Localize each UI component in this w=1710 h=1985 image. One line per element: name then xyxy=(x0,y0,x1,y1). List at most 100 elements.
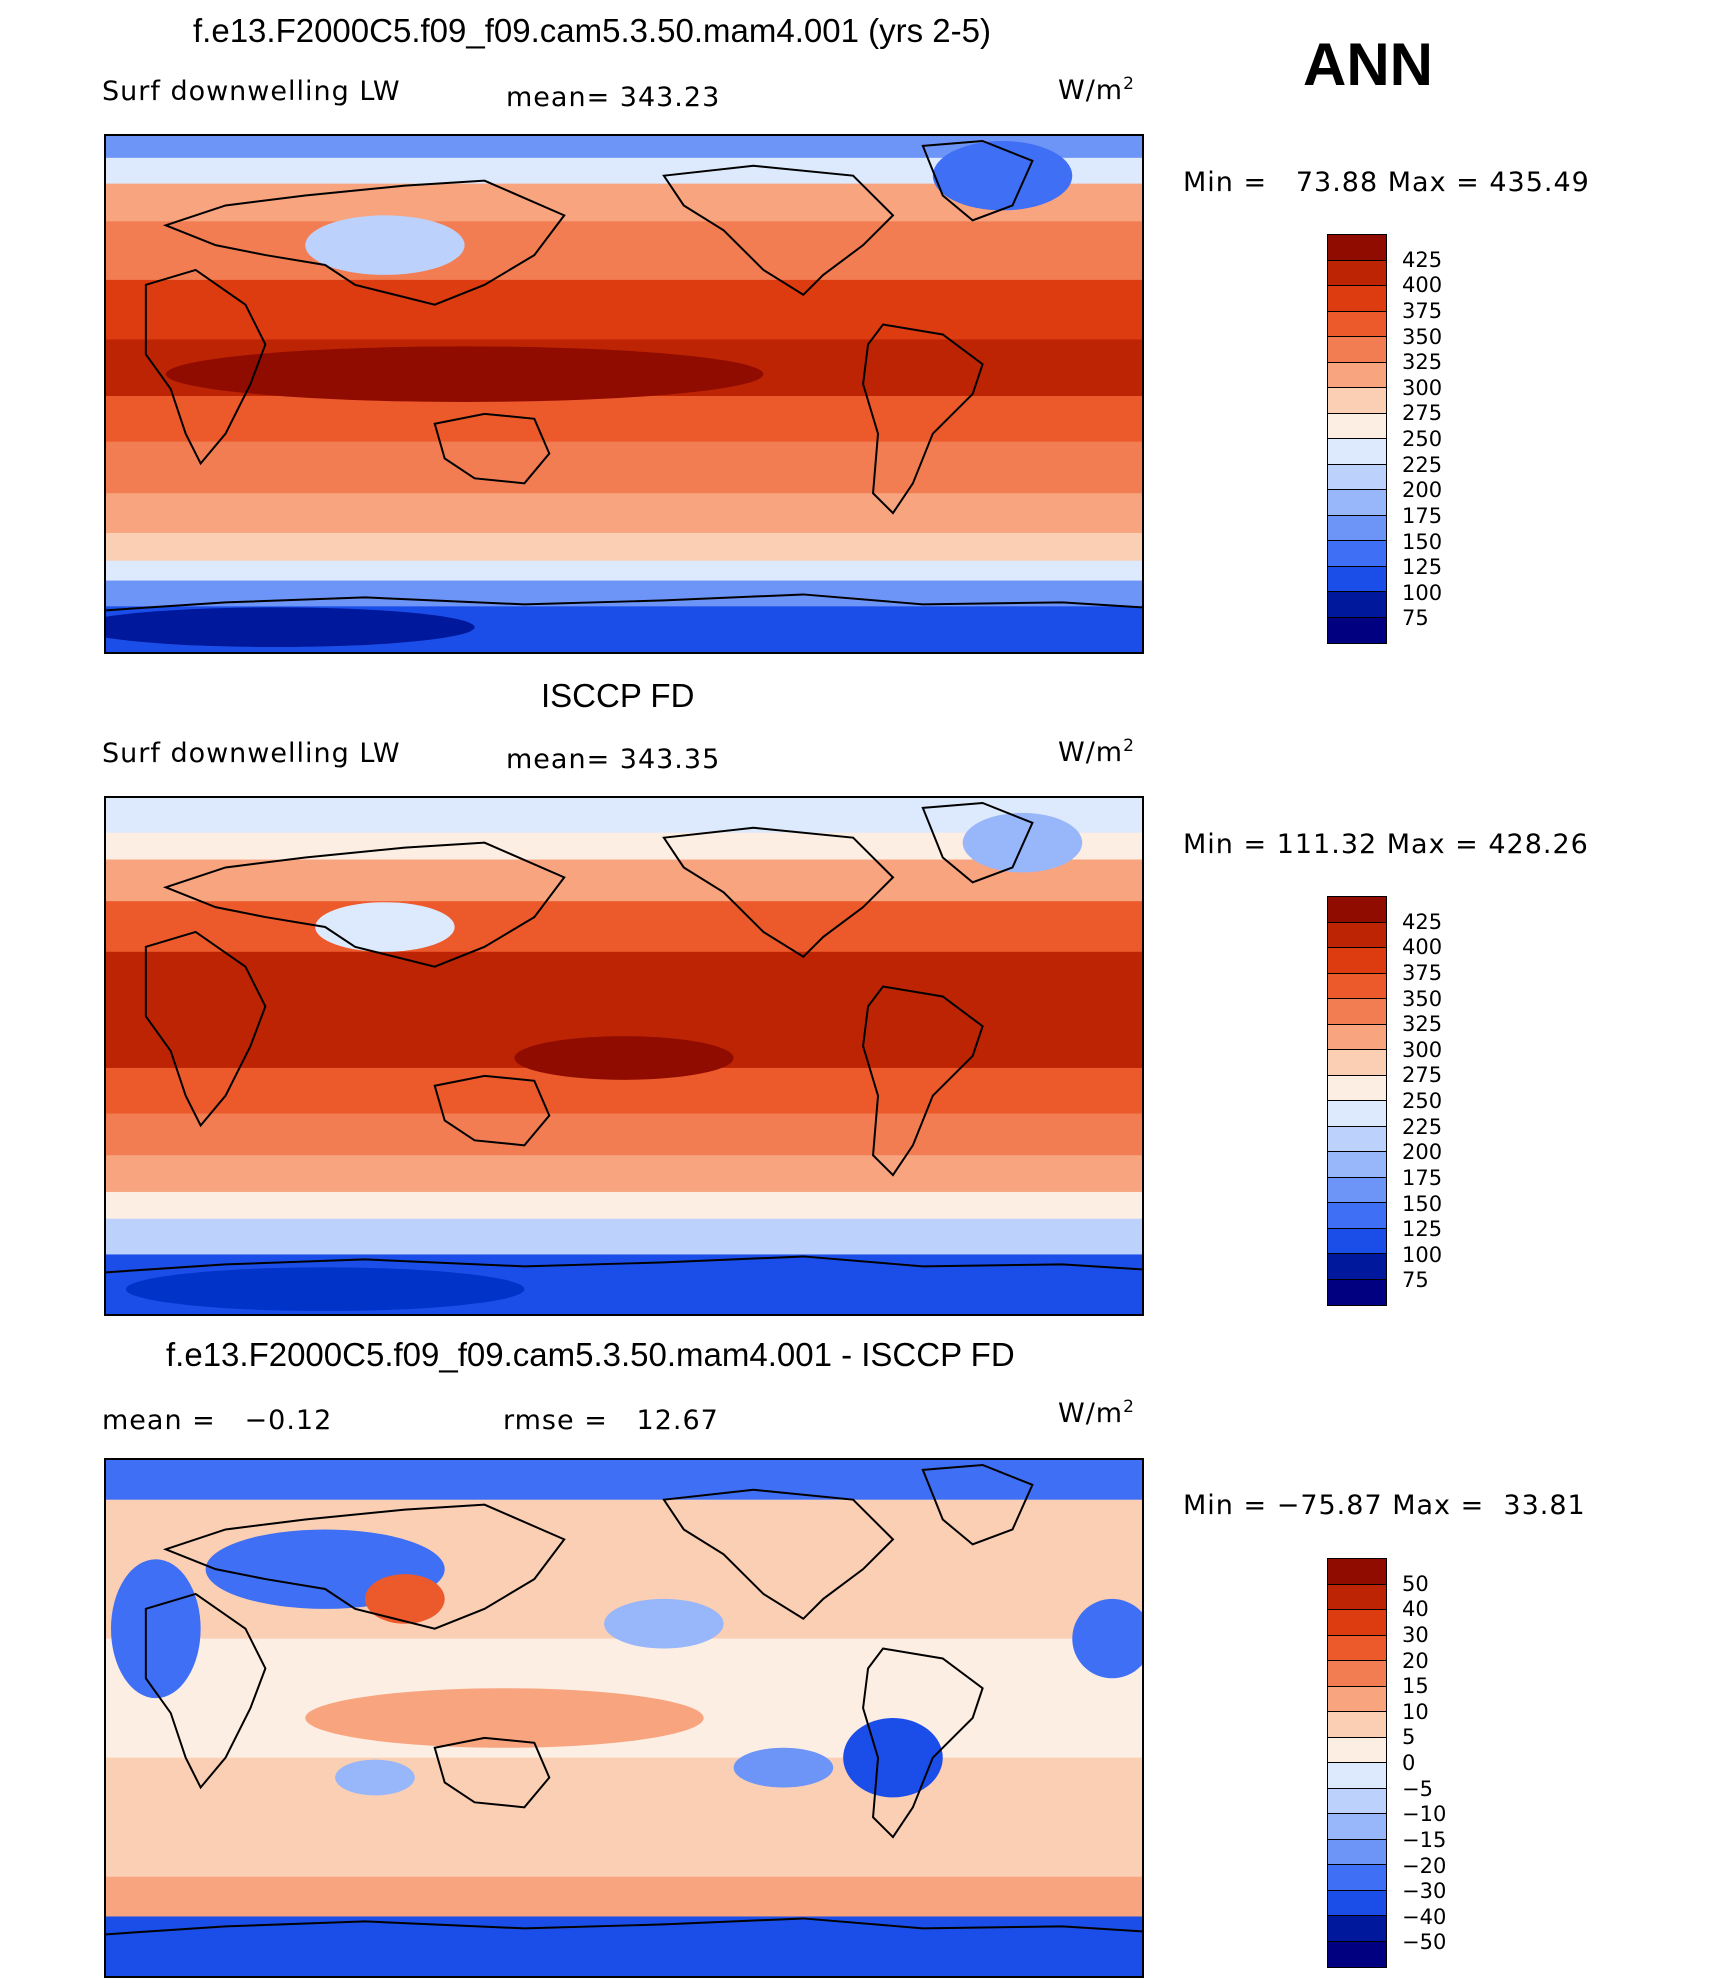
colorbar-tick-label: 15 xyxy=(1402,1674,1429,1699)
colorbar-tick-label: 300 xyxy=(1402,1037,1443,1062)
p1-band-southern-ocean xyxy=(106,532,1142,563)
p2-swatch-15 xyxy=(1328,1254,1386,1280)
p1-swatch-3 xyxy=(1328,286,1386,312)
p1-swatch-9 xyxy=(1328,439,1386,465)
p1-warm-pool xyxy=(165,346,764,402)
p1-swatch-15 xyxy=(1328,592,1386,618)
p3-swatch-6 xyxy=(1328,1686,1386,1712)
p2-swatch-8 xyxy=(1328,1075,1386,1101)
p1-swatch-13 xyxy=(1328,541,1386,567)
p1-band-south-sub xyxy=(106,395,1142,446)
p3-swatch-4 xyxy=(1328,1635,1386,1661)
colorbar-tick-label: 175 xyxy=(1402,1165,1443,1190)
colorbar-tick-label: 50 xyxy=(1402,1571,1429,1596)
p3-swatch-16 xyxy=(1328,1941,1386,1967)
panel2-colorbar xyxy=(1327,896,1387,1306)
p1-antarctic-plateau xyxy=(106,607,475,648)
p2-band-southern-ocean xyxy=(106,1191,1142,1222)
p3-swatch-9 xyxy=(1328,1763,1386,1789)
panel2-minmax: Min = 111.32 Max = 428.26 xyxy=(1183,829,1589,860)
p2-swatch-10 xyxy=(1328,1126,1386,1152)
panel2-map-svg xyxy=(106,798,1142,1314)
p2-band-north-sub xyxy=(106,901,1142,956)
p1-swatch-12 xyxy=(1328,515,1386,541)
colorbar-tick-label: 175 xyxy=(1402,503,1443,528)
p3-swatch-10 xyxy=(1328,1788,1386,1814)
p2-band-south-cool xyxy=(106,1155,1142,1195)
season-label: ANN xyxy=(1303,31,1433,98)
p2-swatch-9 xyxy=(1328,1101,1386,1127)
colorbar-tick-label: 275 xyxy=(1402,1063,1443,1088)
p1-band-south-cool xyxy=(106,493,1142,535)
colorbar-tick-label: 375 xyxy=(1402,298,1443,323)
p3-andes-neg xyxy=(843,1718,943,1798)
p1-swatch-4 xyxy=(1328,311,1386,337)
colorbar-tick-label: 75 xyxy=(1402,606,1429,631)
p3-band-southern-ocean xyxy=(106,1876,1142,1917)
colorbar-tick-label: −15 xyxy=(1402,1827,1447,1852)
colorbar-tick-label: −5 xyxy=(1402,1776,1433,1801)
p2-warm-pool xyxy=(514,1036,734,1080)
colorbar-tick-label: 100 xyxy=(1402,580,1443,605)
colorbar-tick-label: 425 xyxy=(1402,247,1443,272)
p1-coastlines xyxy=(106,139,1142,612)
p2-swatch-16 xyxy=(1328,1279,1386,1305)
panel1-minmax: Min = 73.88 Max = 435.49 xyxy=(1183,167,1590,198)
p3-north-pacific-neg xyxy=(604,1598,724,1649)
panel3-minmax: Min = −75.87 Max = 33.81 xyxy=(1183,1490,1586,1521)
colorbar-tick-label: 250 xyxy=(1402,427,1443,451)
p3-swatch-12 xyxy=(1328,1839,1386,1865)
colorbar-tick-label: −10 xyxy=(1402,1802,1447,1827)
p2-antarctic-plateau xyxy=(125,1267,525,1312)
colorbar-tick-label: 350 xyxy=(1402,324,1443,349)
colorbar-tick-label: −30 xyxy=(1402,1879,1447,1904)
p3-maritime-pos xyxy=(305,1688,704,1748)
p1-swatch-10 xyxy=(1328,464,1386,490)
panel1-units: W/m2 xyxy=(1058,74,1135,106)
colorbar-tick-label: 125 xyxy=(1402,1217,1443,1242)
colorbar-tick-label: 150 xyxy=(1402,1191,1443,1216)
p3-coastlines xyxy=(106,1463,1142,1936)
colorbar-tick-label: 20 xyxy=(1402,1648,1429,1673)
colorbar-tick-label: 225 xyxy=(1402,452,1443,477)
colorbar-tick-label: 275 xyxy=(1402,401,1443,426)
panel1-left-label: Surf downwelling LW xyxy=(102,76,401,107)
p3-se-pacific-neg xyxy=(733,1747,834,1788)
p2-swatch-6 xyxy=(1328,1024,1386,1050)
p1-greenland-cold xyxy=(932,140,1073,211)
p3-swatch-8 xyxy=(1328,1737,1386,1763)
p3-swatch-15 xyxy=(1328,1916,1386,1942)
colorbar-tick-label: 225 xyxy=(1402,1114,1443,1139)
colorbar-tick-label: 30 xyxy=(1402,1622,1429,1647)
panel3-map xyxy=(104,1458,1144,1978)
panel3-left-label: mean = −0.12 xyxy=(102,1405,333,1436)
p1-band-south-mid xyxy=(106,441,1142,497)
colorbar-tick-label: −20 xyxy=(1402,1853,1447,1878)
p2-greenland-cold xyxy=(962,812,1083,873)
p2-swatch-2 xyxy=(1328,922,1386,948)
colorbar-tick-label: 150 xyxy=(1402,529,1443,554)
panel1-map-svg xyxy=(106,136,1142,652)
p2-swatch-11 xyxy=(1328,1152,1386,1178)
panel1-center-label: mean= 343.23 xyxy=(506,82,721,113)
p2-tibet-cold xyxy=(315,902,455,952)
p2-coastlines xyxy=(106,801,1142,1274)
p2-swatch-5 xyxy=(1328,999,1386,1025)
panel3-title: f.e13.F2000C5.f09_f09.cam5.3.50.mam4.001… xyxy=(166,1336,1015,1373)
p3-swatch-1 xyxy=(1328,1559,1386,1585)
panel3-map-svg xyxy=(106,1460,1142,1976)
colorbar-tick-label: 75 xyxy=(1402,1268,1429,1293)
p1-swatch-7 xyxy=(1328,388,1386,414)
colorbar-tick-label: 125 xyxy=(1402,555,1443,580)
p2-swatch-7 xyxy=(1328,1050,1386,1076)
p1-band-sea-ice xyxy=(106,560,1142,583)
p3-swatch-11 xyxy=(1328,1814,1386,1840)
colorbar-tick-label: 100 xyxy=(1402,1242,1443,1267)
colorbar-tick-label: 0 xyxy=(1402,1751,1416,1775)
colorbar-tick-label: 325 xyxy=(1402,350,1443,375)
p1-swatch-14 xyxy=(1328,566,1386,592)
p1-band-north-sub xyxy=(106,221,1142,283)
p1-band-antarctic-edge xyxy=(106,580,1142,611)
panel2-center-label: mean= 343.35 xyxy=(506,744,721,775)
p2-swatch-14 xyxy=(1328,1228,1386,1254)
